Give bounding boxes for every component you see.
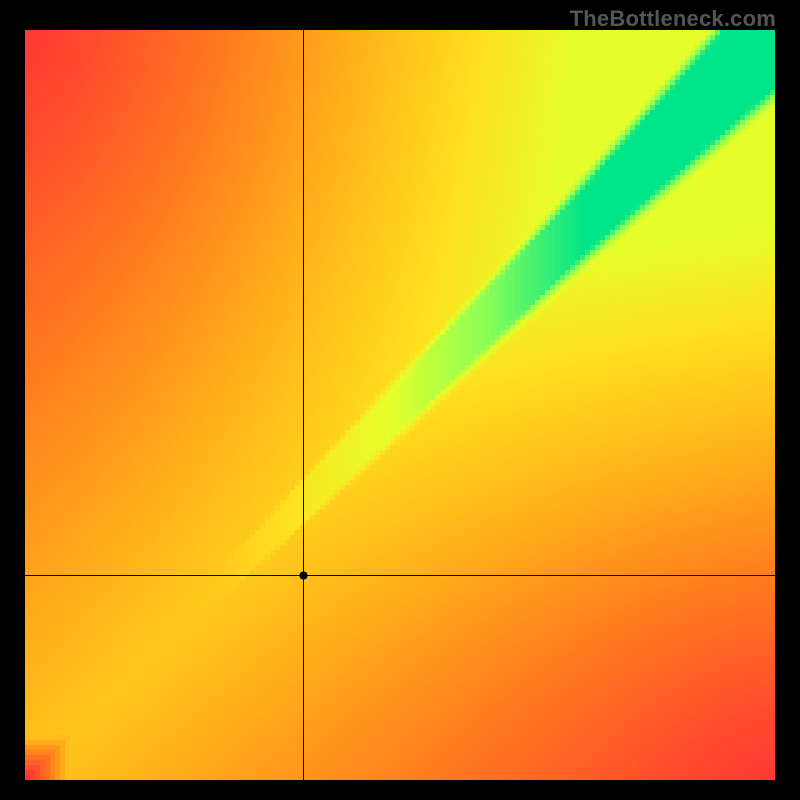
chart-container: TheBottleneck.com bbox=[0, 0, 800, 800]
watermark-text: TheBottleneck.com bbox=[570, 6, 776, 32]
bottleneck-heatmap bbox=[25, 30, 775, 780]
